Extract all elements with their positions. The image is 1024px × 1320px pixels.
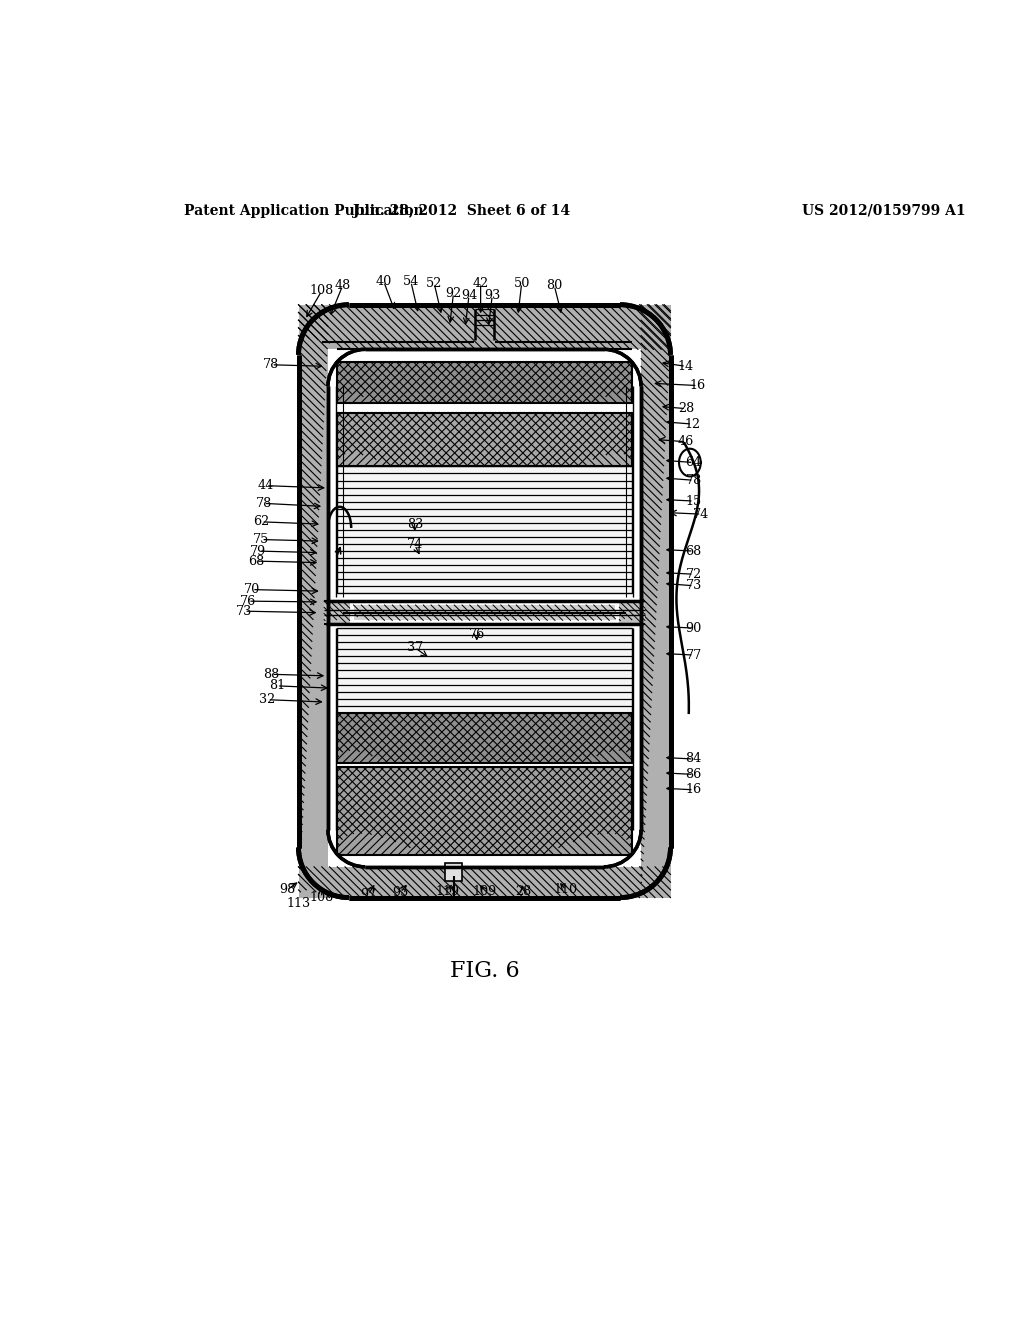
Text: 80: 80 (546, 279, 562, 292)
Bar (299, 305, 328, 898)
Text: 15: 15 (686, 495, 701, 508)
Text: 94: 94 (461, 289, 477, 302)
Text: 74: 74 (693, 508, 710, 520)
Text: 16: 16 (686, 783, 701, 796)
Text: 74: 74 (407, 539, 423, 552)
Text: 28: 28 (678, 403, 694, 416)
Text: 110: 110 (554, 883, 578, 896)
Text: 92: 92 (445, 286, 462, 300)
Bar (299, 305, 671, 350)
Text: 68: 68 (248, 554, 264, 568)
Text: 119: 119 (435, 884, 460, 898)
Text: US 2012/0159799 A1: US 2012/0159799 A1 (802, 203, 966, 218)
Text: 98: 98 (279, 883, 295, 896)
Text: 12: 12 (684, 417, 700, 430)
Text: 97: 97 (360, 888, 377, 902)
Text: 70: 70 (244, 583, 260, 597)
Text: Patent Application Publication: Patent Application Publication (183, 203, 424, 218)
Text: 77: 77 (686, 648, 701, 661)
Text: 73: 73 (686, 579, 701, 593)
Text: 81: 81 (268, 680, 285, 693)
Bar (337, 713, 632, 763)
Bar (337, 363, 632, 404)
Text: 54: 54 (402, 275, 419, 288)
Text: 90: 90 (686, 622, 701, 635)
Text: 37: 37 (407, 640, 423, 653)
Bar (337, 412, 632, 466)
Text: 88: 88 (263, 668, 280, 681)
Text: 79: 79 (250, 545, 266, 557)
Text: 32: 32 (259, 693, 275, 706)
Bar (641, 305, 671, 898)
Text: 76: 76 (240, 594, 256, 607)
Text: 14: 14 (678, 360, 694, 372)
Text: 86: 86 (686, 768, 701, 781)
Text: 75: 75 (253, 533, 269, 546)
Bar (620, 601, 645, 624)
Bar (337, 466, 632, 594)
Text: 76: 76 (469, 628, 485, 640)
Text: 83: 83 (407, 517, 423, 531)
Bar (337, 363, 632, 404)
Text: 108: 108 (309, 891, 334, 904)
Bar (337, 412, 632, 466)
Text: 72: 72 (686, 568, 701, 581)
Text: 50: 50 (513, 277, 529, 289)
Text: 28: 28 (515, 884, 531, 898)
Bar (337, 628, 632, 713)
Text: 44: 44 (258, 479, 274, 492)
Text: 52: 52 (426, 277, 442, 289)
Bar (337, 767, 632, 855)
Text: 108: 108 (309, 284, 334, 297)
Text: 16: 16 (689, 379, 706, 392)
Text: 78: 78 (263, 358, 280, 371)
Text: 93: 93 (484, 289, 501, 302)
Text: 46: 46 (678, 436, 694, 449)
Bar (337, 713, 632, 763)
Text: 42: 42 (472, 277, 488, 289)
Text: 62: 62 (253, 515, 269, 528)
Text: Jun. 28, 2012  Sheet 6 of 14: Jun. 28, 2012 Sheet 6 of 14 (352, 203, 569, 218)
Text: 78: 78 (256, 496, 271, 510)
Text: 109: 109 (472, 884, 497, 898)
Text: 113: 113 (287, 898, 310, 911)
Text: 78: 78 (686, 474, 701, 487)
Text: 40: 40 (376, 275, 392, 288)
Bar (299, 867, 671, 898)
Bar (337, 767, 632, 855)
Text: 84: 84 (686, 752, 701, 766)
Text: 64: 64 (686, 455, 701, 469)
Bar (324, 601, 349, 624)
Bar (353, 605, 615, 620)
Text: 68: 68 (686, 545, 701, 557)
Text: 95: 95 (392, 886, 409, 899)
Text: FIG. 6: FIG. 6 (450, 960, 519, 982)
Text: 73: 73 (237, 605, 252, 618)
Bar (445, 863, 462, 880)
Text: 48: 48 (335, 279, 351, 292)
